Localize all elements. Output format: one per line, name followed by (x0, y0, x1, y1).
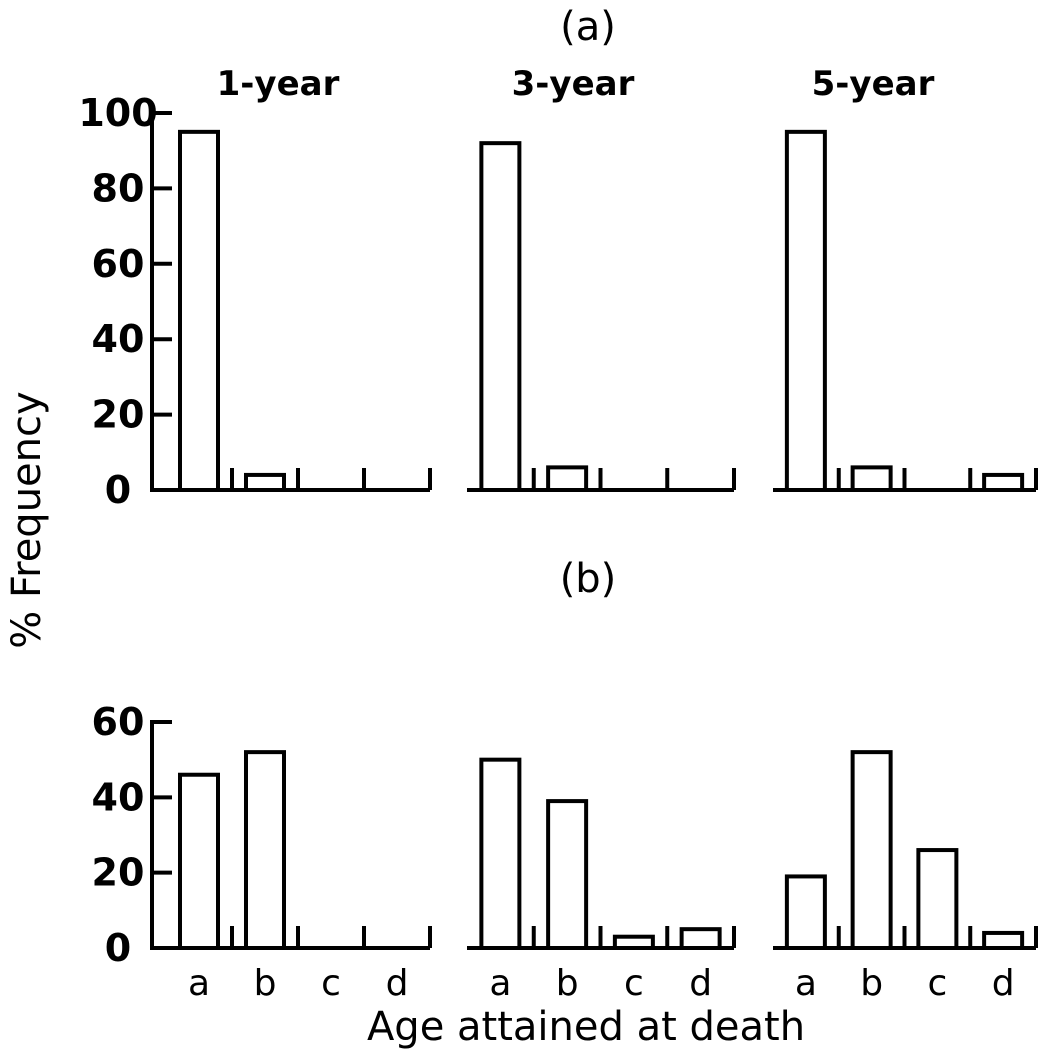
panel-a-label: (a) (560, 4, 616, 50)
panel-1-y-tick-label: 40 (92, 775, 145, 819)
panel-b-label: (b) (560, 556, 617, 602)
x-category-label: b (556, 963, 579, 1004)
x-category-label: a (489, 963, 511, 1004)
x-category-label: c (624, 963, 644, 1004)
bar-panel-0-group-2-cat-a (784, 129, 827, 492)
y-axis-title: % Frequency (4, 391, 50, 648)
bar-panel-1-group-2-cat-c (916, 848, 959, 950)
panel-1-y-tick-label: 20 (92, 851, 145, 895)
bar-panel-1-group-1-cat-d (679, 927, 722, 951)
x-category-label: a (795, 963, 817, 1004)
x-category-label: d (689, 963, 712, 1004)
bar-panel-0-group-0-cat-a (178, 129, 220, 492)
bar-panel-0-group-1-cat-b (546, 465, 589, 493)
bar-panel-0-group-2-cat-b (850, 465, 893, 493)
bar-panel-0-group-0-cat-b (244, 472, 286, 493)
column-title-1-year: 1-year (217, 64, 340, 104)
x-category-label: b (860, 963, 883, 1004)
panel-1-y-tick-label: 0 (105, 926, 131, 970)
panel-0-y-tick-label: 80 (92, 166, 145, 210)
bar-panel-1-group-2-cat-d (982, 930, 1025, 951)
panel-0-y-tick-label: 100 (78, 91, 157, 135)
x-category-label: d (992, 963, 1015, 1004)
panel-1-y-tick-label: 60 (92, 700, 145, 744)
plot-layer: 100 80 60 40 20 0 60 40 20 0 a b c d a b c d a b c d (78, 91, 1038, 1004)
bar-panel-1-group-2-cat-b (850, 750, 893, 951)
panel-0-y-tick-label: 20 (92, 393, 145, 437)
panel-0-y-tick-label: 40 (92, 317, 145, 361)
bar-panel-1-group-1-cat-a (479, 757, 522, 951)
x-axis-title: Age attained at death (367, 1004, 805, 1050)
x-category-label: a (188, 963, 210, 1004)
x-category-label: b (254, 963, 277, 1004)
column-title-3-year: 3-year (512, 64, 635, 104)
bar-panel-1-group-1-cat-b (546, 799, 589, 950)
bar-panel-1-group-0-cat-b (244, 750, 286, 951)
bar-panel-1-group-1-cat-c (612, 934, 655, 951)
x-category-label: c (321, 963, 341, 1004)
bar-panel-0-group-1-cat-a (479, 141, 522, 492)
bar-panel-0-group-2-cat-d (982, 472, 1025, 493)
x-category-label: c (927, 963, 947, 1004)
x-category-label: d (386, 963, 409, 1004)
bar-panel-1-group-0-cat-a (178, 772, 220, 950)
panel-0-y-tick-label: 0 (105, 468, 131, 512)
column-title-5-year: 5-year (812, 64, 935, 104)
panel-0-y-tick-label: 60 (92, 242, 145, 286)
bar-panel-1-group-2-cat-a (784, 874, 827, 951)
